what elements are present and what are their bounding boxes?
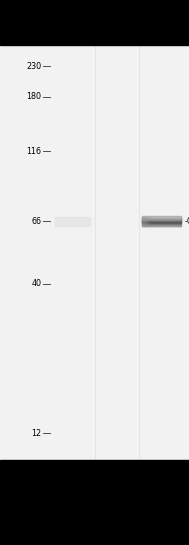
Bar [147,216,148,226]
Bar [149,216,150,226]
Text: 40: 40 [32,279,42,288]
Bar [54,216,90,226]
Bar [142,216,143,226]
Text: 180: 180 [27,93,42,101]
Bar [143,216,145,226]
Text: 66: 66 [32,217,42,226]
Bar [150,216,151,226]
Bar [145,216,146,226]
Text: 12: 12 [31,429,42,438]
Text: 230: 230 [26,62,42,71]
Bar [0,460,189,545]
Bar [0,45,189,460]
Text: 116: 116 [27,147,42,156]
Bar [146,216,147,226]
Bar [148,216,149,226]
Text: -CCDC47: -CCDC47 [184,217,189,226]
Bar [0,0,189,45]
